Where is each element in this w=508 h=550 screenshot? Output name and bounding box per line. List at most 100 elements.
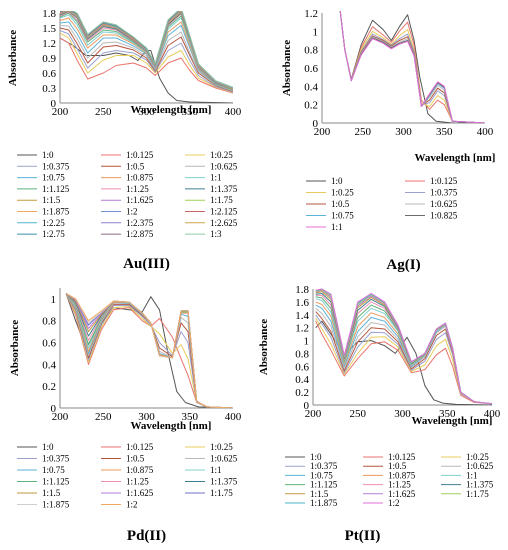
- legend-label: 1:1.75: [210, 488, 233, 498]
- legend-label: 1:1.875: [42, 500, 70, 510]
- legend-label: 1:0.75: [331, 211, 354, 221]
- y-tick-label: 0: [304, 400, 310, 412]
- legend-label: 1:1.625: [126, 195, 154, 205]
- y-tick-label: 0.4: [295, 374, 309, 386]
- legend-label: 1:0.125: [126, 442, 154, 452]
- x-tick-label: 200: [52, 411, 69, 423]
- y-tick-label: 0.3: [42, 83, 56, 95]
- legend-label: 1:2.125: [210, 207, 238, 217]
- y-tick-label: 0.8: [295, 348, 309, 360]
- legend-label: 1:1.25: [126, 477, 149, 487]
- legend-label: 1:2.625: [210, 218, 238, 228]
- panel-title: Pt(II): [345, 528, 381, 544]
- y-tick-label: 1.2: [295, 323, 309, 335]
- legend-label: 1:2.75: [42, 229, 65, 239]
- y-tick-label: 1.6: [295, 297, 309, 309]
- legend-label: 1:0.375: [42, 161, 70, 171]
- x-tick-label: 200: [52, 106, 69, 118]
- y-tick-label: 0: [51, 403, 57, 415]
- legend-label: 1:1.75: [466, 489, 489, 499]
- legend-label: 1:0.625: [430, 199, 458, 209]
- legend: 1:0 1:0.125 1:0.25 1:0.375 1:0.5 1:0.625 1:0.7…: [285, 452, 494, 508]
- legend-label: 1:0.625: [210, 454, 238, 464]
- series-line: [315, 317, 492, 405]
- x-tick-label: 350: [182, 411, 199, 423]
- legend-label: 1:1.25: [126, 184, 149, 194]
- legend-label: 1:2.375: [126, 218, 154, 228]
- legend-label: 1:1: [210, 173, 222, 183]
- y-tick-label: 0.9: [42, 53, 56, 65]
- series-line: [339, 11, 485, 123]
- legend-label: 1:1.125: [310, 480, 338, 490]
- y-tick-label: 0.2: [295, 387, 309, 399]
- chart-panel-0: 200 250 300 350 400 0 0.3 0.6 0.9 1.2 1.5 1.8 Absorb…: [7, 8, 242, 272]
- series-line: [60, 25, 233, 92]
- series-line: [65, 293, 233, 408]
- series-line: [339, 11, 485, 123]
- series-group: [65, 293, 233, 408]
- series-line: [339, 11, 485, 123]
- y-tick-label: 1.2: [304, 8, 318, 20]
- legend-label: 1:0.5: [126, 161, 145, 171]
- legend-label: 1:1.375: [210, 184, 238, 194]
- legend-label: 1:0: [331, 176, 343, 186]
- legend-label: 1:0.625: [210, 161, 238, 171]
- y-tick-label: 1.5: [42, 23, 56, 35]
- legend: 1:0 1:0.125 1:0.25 1:0.375 1:0.5 1:0.625 1:0.7…: [306, 176, 458, 232]
- y-tick-label: 0.6: [295, 361, 309, 373]
- x-tick-label: 300: [395, 126, 412, 138]
- series-group: [339, 11, 485, 123]
- y-tick-label: 0.8: [42, 316, 56, 328]
- series-line: [339, 11, 485, 123]
- legend-label: 1:0.5: [331, 199, 350, 209]
- series-line: [60, 30, 233, 93]
- legend-label: 1:2.875: [126, 229, 154, 239]
- legend-label: 1:0.125: [126, 150, 154, 160]
- legend-label: 1:1.875: [42, 207, 70, 217]
- legend-label: 1:2: [388, 498, 400, 508]
- series-line: [315, 288, 492, 405]
- series-line: [60, 32, 233, 93]
- legend-label: 1:0.875: [126, 465, 154, 475]
- legend-label: 1:1: [210, 465, 222, 475]
- x-tick-label: 400: [225, 411, 242, 423]
- legend-label: 1:1: [331, 222, 343, 232]
- legend-label: 1:0.375: [310, 461, 338, 471]
- legend-label: 1:0.625: [466, 461, 494, 471]
- y-tick-label: 0.8: [304, 45, 318, 57]
- series-line: [60, 27, 233, 92]
- y-tick-label: 1: [51, 294, 57, 306]
- legend-label: 1:1.875: [310, 498, 338, 508]
- legend-label: 1:0.75: [42, 465, 65, 475]
- series-line: [60, 21, 233, 91]
- y-tick-label: 0.4: [304, 81, 318, 93]
- legend-label: 1:1.625: [388, 489, 416, 499]
- legend-label: 1:1.125: [42, 184, 70, 194]
- series-line: [339, 11, 485, 123]
- legend-label: 1:2: [126, 500, 138, 510]
- y-tick-label: 1: [304, 336, 310, 348]
- legend-label: 1:2.25: [42, 218, 65, 228]
- y-tick-label: 1.2: [42, 38, 56, 50]
- y-tick-label: 0.6: [42, 68, 56, 80]
- legend-label: 1:0.5: [126, 454, 145, 464]
- legend-label: 1:0.125: [388, 452, 416, 462]
- legend: 1:0 1:0.125 1:0.25 1:0.375 1:0.5 1:0.625 1:0.7…: [17, 442, 238, 510]
- x-axis-label: Wavelength [nm]: [131, 104, 212, 116]
- x-axis-label: Wavelength [nm]: [412, 415, 493, 427]
- chart-panel-3: 200 250 300 350 400 00.20.40.60.811.21.41.61.…: [258, 284, 501, 544]
- series-line: [339, 11, 485, 123]
- x-tick-label: 200: [314, 126, 331, 138]
- y-tick-label: 0.6: [42, 338, 56, 350]
- y-tick-label: 1.4: [295, 310, 309, 322]
- x-tick-label: 250: [355, 126, 372, 138]
- x-tick-label: 250: [95, 106, 112, 118]
- legend-label: 1:1.375: [210, 477, 238, 487]
- legend: 1:0 1:0.125 1:0.25 1:0.375 1:0.5 1:0.625 1:0.7…: [17, 150, 238, 239]
- legend-label: 1:0.25: [331, 188, 354, 198]
- legend-label: 1:0.25: [210, 442, 233, 452]
- series-line: [60, 11, 233, 88]
- legend-label: 1:0.75: [42, 173, 65, 183]
- series-line: [65, 293, 233, 408]
